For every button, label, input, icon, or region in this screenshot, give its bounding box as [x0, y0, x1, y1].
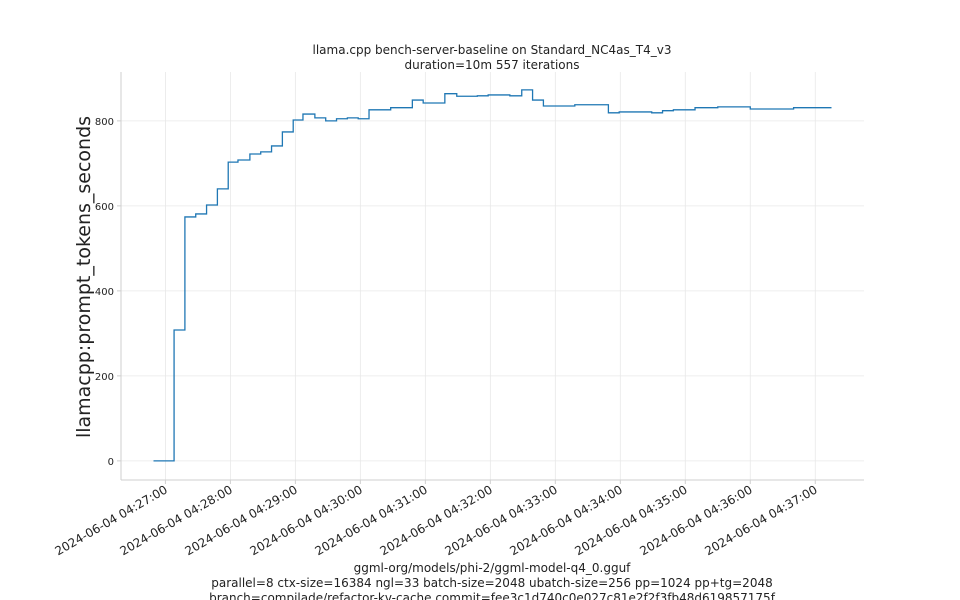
y-tick-label: 200 [95, 372, 114, 383]
x-tick-label: 2024-06-04 04:30:00 [247, 482, 364, 558]
y-tick-label: 400 [95, 287, 114, 298]
chart-title: llama.cpp bench-server-baseline on Stand… [313, 43, 672, 57]
x-tick-label: 2024-06-04 04:37:00 [702, 482, 819, 558]
x-tick-label: 2024-06-04 04:32:00 [377, 482, 494, 558]
x-tick-label: 2024-06-04 04:31:00 [312, 482, 429, 558]
y-tick-label: 0 [108, 457, 114, 468]
x-tick-label: 2024-06-04 04:34:00 [507, 482, 624, 558]
x-tick-label: 2024-06-04 04:36:00 [637, 482, 754, 558]
x-tick-label: 2024-06-04 04:33:00 [442, 482, 559, 558]
footer-line: parallel=8 ctx-size=16384 ngl=33 batch-s… [211, 576, 772, 590]
y-axis-label: llamacpp:prompt_tokens_seconds [73, 116, 95, 438]
footer-line: ggml-org/models/phi-2/ggml-model-q4_0.gg… [354, 561, 632, 575]
x-tick-label: 2024-06-04 04:35:00 [572, 482, 689, 558]
x-tick-label: 2024-06-04 04:28:00 [118, 482, 235, 558]
chart-subtitle: duration=10m 557 iterations [405, 58, 580, 72]
y-tick-label: 600 [95, 202, 114, 213]
x-tick-label: 2024-06-04 04:29:00 [182, 482, 299, 558]
data-line [153, 89, 832, 462]
x-tick-label: 2024-06-04 04:27:00 [53, 482, 170, 558]
footer-line: branch=compilade/refactor-kv-cache commi… [209, 591, 776, 600]
y-tick-label: 800 [95, 117, 114, 128]
